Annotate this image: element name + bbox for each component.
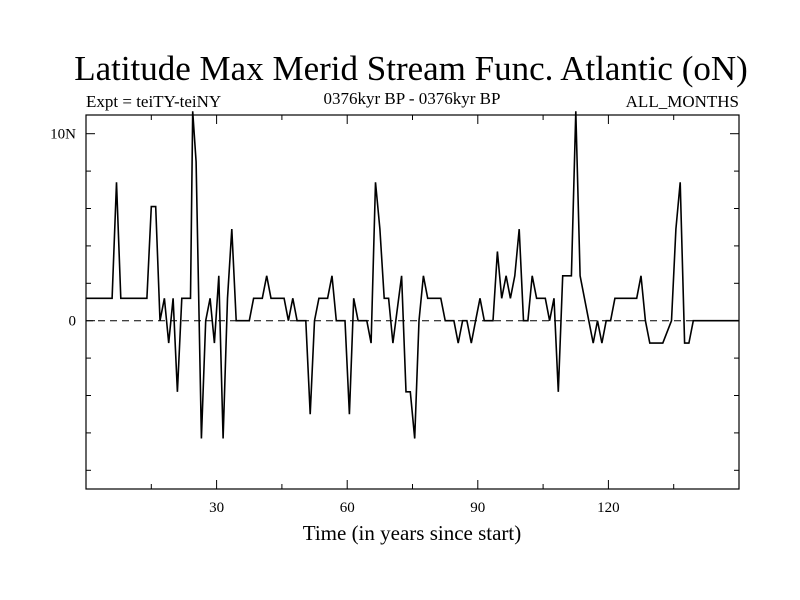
x-tick-label: 60: [340, 500, 355, 516]
series-line: [86, 111, 739, 439]
chart-subtitle-center: 0376kyr BP - 0376kyr BP: [324, 89, 501, 108]
y-tick-label: 10N: [50, 127, 76, 143]
axis-ticks: [86, 115, 739, 489]
chart-subtitle-left: Expt = teiTY-teiNY: [86, 92, 221, 111]
plot-frame: [85, 114, 740, 490]
x-axis-label: Time (in years since start): [303, 521, 522, 545]
y-tick-label: 0: [69, 314, 77, 330]
chart-title: Latitude Max Merid Stream Func. Atlantic…: [74, 49, 748, 88]
tick-labels: 30 60 90 120 0 10N: [50, 127, 619, 516]
x-tick-label: 30: [209, 500, 224, 516]
chart-subtitle-right: ALL_MONTHS: [626, 92, 739, 111]
x-tick-label: 90: [470, 500, 485, 516]
x-tick-label: 120: [597, 500, 620, 516]
series-layer: [86, 111, 739, 439]
